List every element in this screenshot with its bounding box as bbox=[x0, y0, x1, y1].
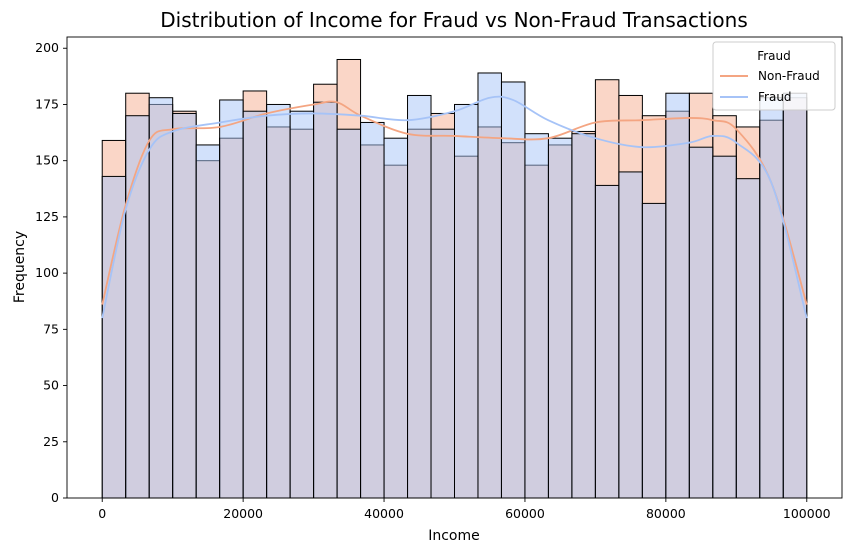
fraud-bar bbox=[313, 101, 338, 499]
fraud-bar bbox=[782, 92, 808, 499]
fraud-bar bbox=[454, 103, 479, 499]
legend: Fraud Non-Fraud Fraud bbox=[712, 41, 836, 111]
fraud-bar bbox=[524, 133, 549, 499]
fraud-bar bbox=[383, 137, 409, 499]
fraud-bar bbox=[712, 155, 737, 499]
legend-box bbox=[712, 41, 836, 111]
fraud-bar bbox=[688, 146, 714, 499]
fraud-bar bbox=[172, 112, 197, 499]
y-tick-label: 0 bbox=[51, 490, 59, 505]
fraud-bar bbox=[594, 184, 620, 499]
legend-label-non-fraud: Non-Fraud bbox=[758, 69, 820, 83]
legend-label-fraud: Fraud bbox=[758, 90, 792, 104]
fraud-bar bbox=[289, 110, 315, 499]
y-tick-label: 125 bbox=[35, 209, 59, 224]
fraud-kde-line bbox=[101, 95, 808, 319]
fraud-bar bbox=[360, 121, 385, 499]
y-tick-label: 150 bbox=[35, 153, 59, 168]
y-tick-label: 175 bbox=[35, 96, 59, 111]
y-tick-label: 100 bbox=[35, 265, 59, 280]
fraud-bar bbox=[266, 103, 291, 499]
x-tick-label: 80000 bbox=[646, 506, 686, 521]
x-axis-ticks: 0 20000 40000 60000 80000 100000 bbox=[98, 498, 831, 521]
y-tick-label: 200 bbox=[35, 40, 59, 55]
non-fraud-kde-line bbox=[101, 100, 808, 305]
fraud-bar bbox=[547, 137, 573, 499]
fraud-bar bbox=[148, 97, 174, 499]
y-tick-label: 25 bbox=[43, 434, 59, 449]
fraud-bar bbox=[407, 94, 432, 499]
fraud-bar bbox=[735, 178, 761, 499]
y-axis-label: Frequency bbox=[12, 231, 28, 303]
fraud-bar bbox=[618, 171, 643, 499]
fraud-bar bbox=[242, 110, 268, 499]
y-tick-label: 75 bbox=[43, 321, 59, 336]
kde-curves bbox=[101, 95, 808, 319]
x-axis-label: Income bbox=[428, 528, 480, 544]
fraud-bar bbox=[759, 97, 784, 499]
legend-title: Fraud bbox=[757, 49, 791, 63]
x-tick-label: 100000 bbox=[783, 506, 831, 521]
x-tick-label: 0 bbox=[98, 506, 106, 521]
fraud-bar bbox=[641, 202, 667, 499]
fraud-bar bbox=[219, 99, 244, 499]
fraud-bar bbox=[571, 133, 596, 499]
x-tick-label: 60000 bbox=[505, 506, 545, 521]
chart-title: Distribution of Income for Fraud vs Non-… bbox=[160, 8, 748, 32]
x-tick-label: 40000 bbox=[364, 506, 404, 521]
fraud-bar bbox=[195, 144, 221, 499]
plot-frame bbox=[66, 36, 843, 499]
x-tick-label: 20000 bbox=[223, 506, 263, 521]
fraud-bar bbox=[665, 92, 690, 499]
y-axis-ticks: 0 25 50 75 100 125 150 175 200 bbox=[35, 40, 67, 505]
fraud-bar bbox=[336, 128, 362, 499]
fraud-bar bbox=[430, 128, 455, 499]
fraud-bar bbox=[500, 81, 526, 499]
y-tick-label: 50 bbox=[43, 378, 59, 393]
